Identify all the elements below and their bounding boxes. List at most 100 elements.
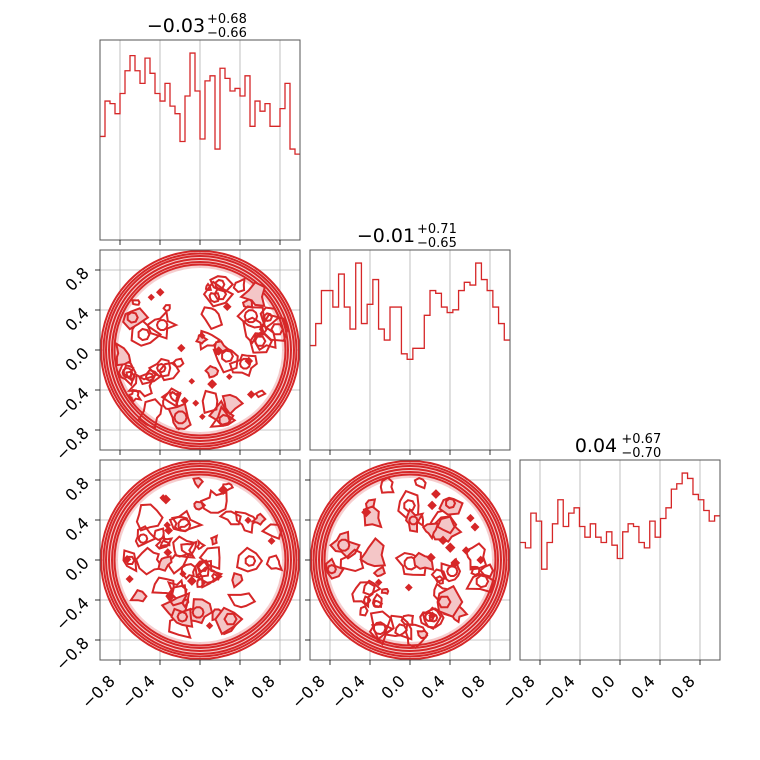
contour-blob — [198, 546, 221, 571]
contour-blob-inner — [243, 309, 259, 324]
contour-blob — [383, 614, 413, 641]
contour-peak — [218, 484, 229, 496]
contour-peak — [166, 592, 175, 601]
contour-peak — [466, 513, 475, 523]
contour-peak — [450, 558, 461, 568]
contour-blob — [372, 565, 387, 578]
contour-blob — [159, 537, 174, 548]
contour-ring — [111, 261, 289, 439]
histogram-step-line — [310, 262, 510, 360]
contour-blob — [242, 316, 265, 345]
contour-ring — [113, 263, 287, 437]
contour-ring — [318, 468, 502, 652]
contour-blob — [196, 538, 207, 551]
contour-blob — [170, 515, 191, 531]
x-tick-label: 0.0 — [587, 671, 618, 702]
contour-peak — [246, 390, 256, 399]
contour-blob — [464, 542, 488, 571]
contour-blob — [160, 391, 180, 408]
contour-blob — [421, 522, 440, 541]
title-plus: +0.71 — [417, 222, 457, 237]
contour-blob-inner — [218, 413, 231, 427]
contour-blob — [146, 309, 179, 340]
contour-blob — [114, 341, 132, 367]
x-tick-label: −0.4 — [118, 671, 159, 712]
contour-blob — [404, 623, 429, 650]
contour-blob — [153, 527, 165, 542]
x-tick-label: 0.8 — [667, 671, 698, 702]
contour-blob — [413, 476, 427, 490]
x-tick-label: 0.8 — [457, 671, 488, 702]
contour-fill-inner — [328, 478, 492, 642]
contour-peak — [244, 516, 252, 524]
contour-blob-inner — [270, 323, 284, 336]
contour-blob — [359, 605, 369, 617]
contour-blob — [250, 512, 267, 526]
contour-peak — [159, 494, 167, 502]
contour-peak — [180, 396, 189, 405]
y-tick-label: 0.8 — [61, 473, 92, 504]
contour-blob-inner — [176, 610, 189, 623]
title-minus: −0.66 — [207, 26, 247, 41]
contour-blob — [129, 589, 148, 603]
contour-panel-3: −0.8 −0.4 0.0 0.4 0.8 — [288, 459, 511, 712]
contour-peak — [445, 542, 456, 553]
contour-blob — [380, 587, 390, 595]
x-tick-label: 0.4 — [207, 671, 238, 702]
contour-blob — [404, 507, 425, 533]
title-errors: +0.67−0.70 — [621, 432, 661, 461]
contour-blob — [232, 277, 246, 294]
contour-blob — [171, 357, 185, 368]
contour-peak — [374, 578, 383, 587]
contour-blob — [235, 546, 264, 573]
contour-blob — [134, 525, 158, 548]
contour-blob — [362, 579, 382, 596]
histogram-panel-2: −0.01 +0.71−0.65 — [309, 222, 511, 455]
contour-blob-inner — [156, 362, 167, 374]
contour-blob — [421, 607, 445, 629]
contour-blob-inner — [138, 533, 149, 544]
x-tick-label: 0.4 — [627, 671, 658, 702]
contour-peak — [404, 583, 413, 592]
contour-peak — [177, 343, 186, 353]
contour-peak — [198, 332, 206, 340]
contour-blob-inner — [437, 595, 452, 609]
contour-blob — [470, 565, 481, 576]
contour-blob — [131, 299, 141, 306]
contour-blob-inner — [326, 564, 337, 575]
y-tick-label: −0.4 — [52, 593, 93, 634]
histogram-panel-3: −0.8 −0.4 0.0 0.4 0.80.04 +0.67−0.70 — [498, 432, 721, 712]
contour-blob — [260, 523, 283, 541]
contour-blob — [204, 364, 220, 379]
contour-blob — [221, 393, 245, 416]
title-median: −0.03 — [147, 15, 205, 37]
contour-blob-inner — [137, 327, 151, 342]
contour-blob — [162, 304, 171, 313]
contour-blob — [170, 607, 194, 628]
contour-blob — [194, 559, 210, 579]
contour-blob — [394, 623, 409, 637]
contour-peak — [213, 346, 224, 356]
contour-blob — [125, 370, 136, 381]
contour-peak — [179, 570, 187, 578]
contour-blob — [201, 389, 219, 415]
contour-ring — [105, 255, 295, 445]
contour-blob — [231, 572, 244, 589]
contour-peak — [155, 287, 165, 297]
contour-blob — [371, 592, 383, 609]
x-tick-label: 0.4 — [417, 671, 448, 702]
contour-blob-inner — [126, 311, 139, 324]
contour-blob — [228, 353, 258, 378]
contour-blob — [168, 390, 182, 403]
x-tick-label: −0.4 — [538, 671, 579, 712]
contour-blob — [207, 399, 235, 427]
title-minus: −0.65 — [417, 236, 457, 251]
contour-blob — [379, 476, 395, 494]
contour-blob — [204, 282, 213, 292]
contour-peak — [164, 525, 174, 535]
contour-peak — [267, 537, 276, 545]
x-tick-label: −0.8 — [288, 671, 329, 712]
contour-blob — [254, 389, 267, 399]
contour-peak — [427, 500, 437, 511]
